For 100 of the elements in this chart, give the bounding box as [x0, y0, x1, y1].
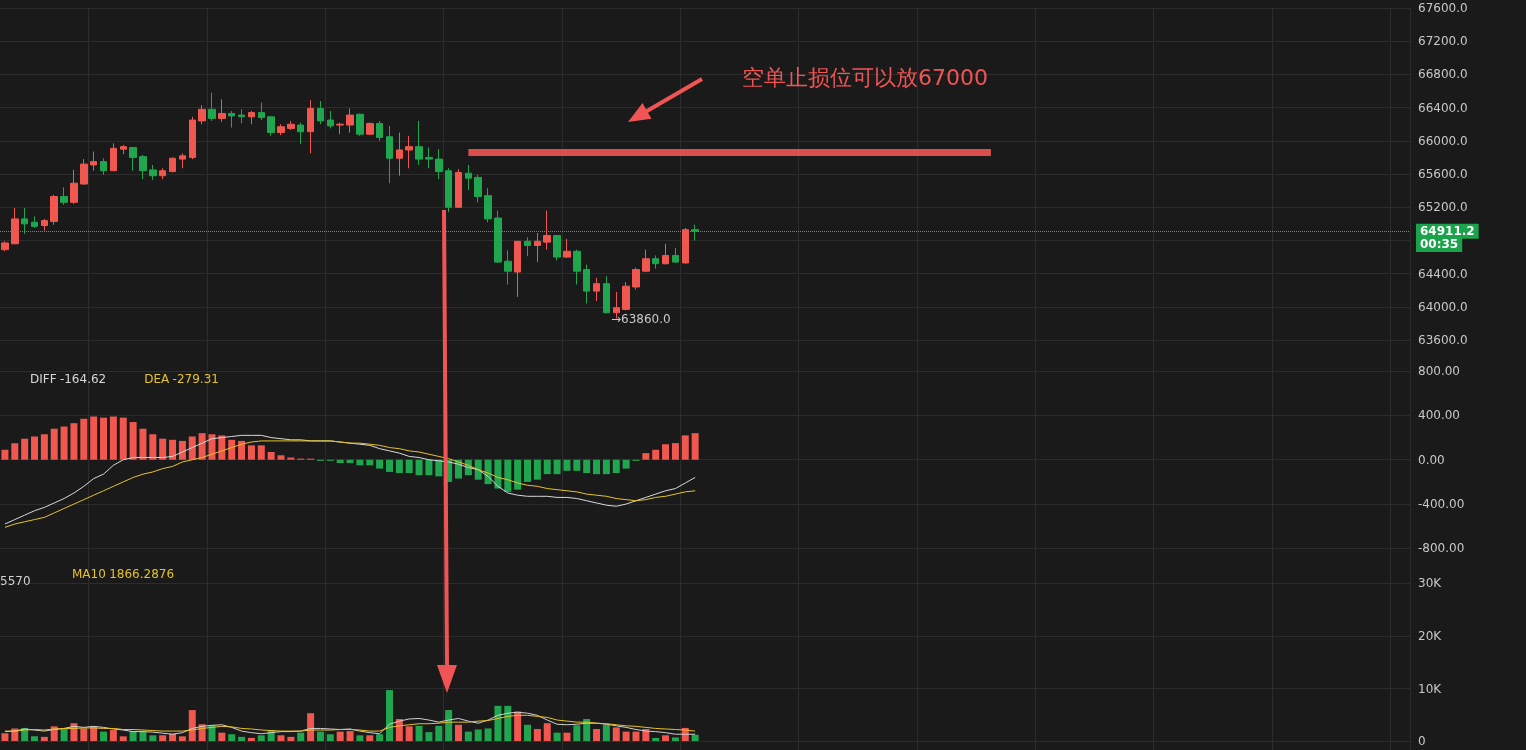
candlestick — [208, 92, 216, 122]
bar — [277, 455, 285, 460]
ref-line-label: 64911.2 — [1420, 224, 1475, 239]
candlestick — [80, 158, 88, 186]
candlestick — [11, 207, 19, 245]
y-tick-label: 67200.0 — [1418, 34, 1468, 49]
bar — [514, 711, 522, 742]
bar — [139, 731, 147, 742]
candlestick — [129, 146, 137, 172]
bar — [119, 417, 127, 460]
bar — [228, 734, 236, 742]
bar — [257, 445, 265, 460]
bar — [218, 732, 226, 742]
y-tick-label: 64000.0 — [1418, 299, 1468, 314]
bar — [21, 438, 29, 460]
candlestick — [228, 110, 235, 129]
candlestick — [327, 110, 334, 129]
candlestick — [1, 240, 9, 252]
candlestick — [110, 142, 117, 172]
annotation: 空单止损位可以放67000 — [742, 64, 988, 90]
bar — [346, 731, 354, 742]
bar — [524, 724, 532, 742]
candlestick — [691, 224, 699, 241]
candlestick — [396, 132, 403, 177]
candlestick — [662, 243, 669, 266]
bar — [1, 733, 9, 742]
bar — [356, 459, 364, 466]
bar — [31, 736, 39, 742]
bar — [583, 459, 591, 474]
candlestick — [277, 123, 285, 136]
candlestick — [31, 215, 38, 229]
candlestick — [139, 154, 147, 180]
candlestick — [198, 104, 206, 125]
bar — [70, 423, 78, 460]
bar — [169, 439, 177, 460]
bar — [257, 735, 265, 742]
candlestick — [258, 102, 265, 121]
candlestick — [425, 146, 433, 169]
y-tick-label: 20K — [1418, 628, 1443, 643]
candlestick — [149, 164, 157, 181]
y-tick-label: 63600.0 — [1418, 333, 1468, 348]
bar — [326, 734, 334, 742]
candlestick — [267, 116, 275, 137]
bar — [119, 736, 127, 742]
candlestick — [642, 249, 650, 273]
bar — [602, 724, 610, 742]
candlestick — [514, 240, 521, 298]
bar — [415, 459, 423, 476]
bar — [563, 459, 571, 471]
candlestick — [682, 227, 689, 265]
candlestick — [543, 210, 551, 251]
y-tick-label: 30K — [1418, 576, 1443, 591]
y-tick-label: 800.00 — [1418, 364, 1460, 379]
bar — [80, 728, 88, 742]
candlestick — [248, 110, 255, 125]
bar — [100, 731, 108, 742]
y-tick-label: 66800.0 — [1418, 67, 1468, 82]
bar — [405, 726, 413, 742]
text: MA10 — [72, 567, 106, 581]
bar — [622, 459, 630, 469]
bar — [395, 459, 403, 474]
candlestick — [287, 120, 295, 131]
bar — [425, 459, 433, 476]
bar — [553, 732, 561, 742]
bar — [336, 459, 344, 464]
bar — [484, 728, 492, 742]
bar — [139, 428, 147, 460]
bar — [228, 439, 236, 460]
y-tick-label: 400.00 — [1418, 408, 1460, 423]
bar — [494, 705, 502, 742]
bar — [573, 725, 581, 742]
bar — [50, 428, 58, 460]
candlestick — [553, 235, 561, 261]
bar — [533, 459, 541, 480]
bar — [445, 710, 453, 742]
bar — [366, 735, 374, 742]
candlestick — [41, 218, 48, 232]
candlestick — [504, 249, 512, 285]
y-tick-label: 66400.0 — [1418, 100, 1468, 115]
text: 00:35 — [1420, 237, 1459, 251]
bar — [149, 434, 157, 460]
candlestick — [100, 157, 107, 176]
candlestick — [465, 164, 472, 191]
bar — [385, 459, 393, 472]
candlestick — [297, 122, 304, 145]
candlestick — [583, 264, 590, 305]
bar — [464, 731, 472, 742]
annotation: 5570 — [0, 574, 31, 588]
y-tick-label: -800.00 — [1418, 541, 1465, 556]
bar — [593, 728, 601, 742]
bar — [573, 459, 581, 471]
candlestick — [90, 151, 97, 172]
bar — [80, 418, 88, 460]
bar — [681, 435, 689, 460]
candlestick — [524, 236, 531, 257]
y-tick-label: 64400.0 — [1418, 266, 1468, 281]
bar — [455, 724, 462, 742]
bar — [247, 445, 255, 460]
bar — [425, 732, 433, 742]
bar — [691, 433, 699, 460]
